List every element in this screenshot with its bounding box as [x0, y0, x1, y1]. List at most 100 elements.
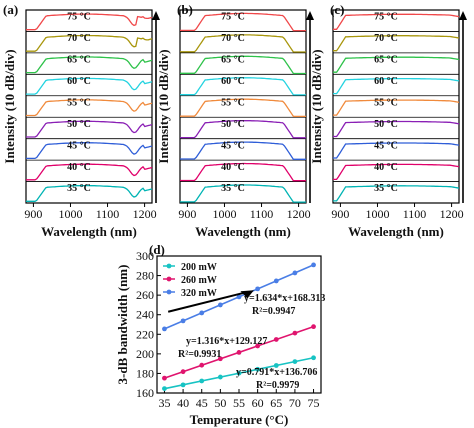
- data-point-260mW: [236, 349, 242, 355]
- spectrum-trace-55C: [180, 98, 306, 118]
- temperature-label: 35 °C: [374, 183, 398, 194]
- y-tick-label: 240: [136, 308, 154, 322]
- temperature-label: 40 °C: [67, 162, 91, 173]
- temperature-label: 60 °C: [67, 76, 91, 87]
- spectrum-trace-50C: [26, 120, 153, 138]
- y-axis-label: 3-dB bandwidth (nm): [115, 265, 130, 385]
- y-axis-label: Intensity (10 dB/div): [2, 49, 17, 163]
- spectra-panels: 35 °C 40 °C 45 °C 50 °C 55 °C 60 °C 65 °C 70 °C…: [2, 9, 467, 239]
- fit-equation: y=1.634*x+168.313: [244, 293, 325, 304]
- spectrum-trace-70C: [180, 34, 306, 53]
- spectrum-panel-c: 35 °C 40 °C 45 °C 50 °C 55 °C 60 °C 65 °C 70 °C…: [309, 9, 467, 239]
- spectrum-trace-35C: [180, 184, 306, 203]
- panel-label-d: (d): [149, 242, 165, 257]
- x-tick-label: 45: [196, 396, 208, 410]
- temperature-label: 45 °C: [374, 140, 398, 151]
- fit-r-squared: R²=0.9979: [256, 380, 299, 391]
- panel-label-a: (a): [3, 2, 18, 17]
- temperature-label: 35 °C: [221, 183, 245, 194]
- spectrum-trace-60C: [26, 77, 153, 95]
- data-point-320mW: [199, 310, 205, 316]
- x-tick-label: 1100: [250, 207, 274, 221]
- temperature-label: 65 °C: [67, 55, 91, 66]
- temperature-label: 60 °C: [374, 76, 398, 87]
- temperature-label: 65 °C: [221, 55, 245, 66]
- bandwidth-panel: 160 180 200 220 240 260 280 300 35 40 45 50 55 60 65 70…: [115, 249, 325, 427]
- data-point-200mW: [273, 363, 279, 368]
- spectrum-trace-50C: [333, 120, 460, 138]
- temperature-label: 50 °C: [374, 119, 398, 130]
- temperature-label: 45 °C: [67, 140, 91, 151]
- spectrum-trace-70C: [333, 35, 460, 52]
- data-point-260mW: [217, 356, 223, 362]
- spectrum-trace-45C: [333, 142, 460, 159]
- y-axis-label: Intensity (10 dB/div): [156, 49, 171, 163]
- data-point-320mW: [162, 326, 167, 332]
- fit-r-squared: R²=0.9947: [252, 306, 295, 317]
- temperature-label: 65 °C: [374, 55, 398, 66]
- data-point-260mW: [162, 375, 167, 381]
- x-axis-label: Wavelength (nm): [41, 224, 137, 239]
- temperature-label: 75 °C: [221, 12, 245, 23]
- spectrum-trace-65C: [333, 56, 460, 73]
- temperature-label: 70 °C: [374, 33, 398, 44]
- plot-frame: [332, 9, 460, 204]
- x-tick-label: 900: [24, 207, 42, 221]
- data-point-200mW: [292, 359, 298, 364]
- temperature-label: 75 °C: [67, 12, 91, 23]
- data-point-320mW: [292, 270, 298, 276]
- plot-frame: [25, 9, 153, 204]
- spectrum-trace-70C: [26, 34, 153, 52]
- temperature-label: 40 °C: [374, 162, 398, 173]
- temperature-label: 60 °C: [221, 76, 245, 87]
- data-point-200mW: [199, 378, 205, 384]
- spectrum-trace-55C: [26, 99, 153, 117]
- temperature-label: 70 °C: [67, 33, 91, 44]
- temperature-label: 40 °C: [221, 162, 245, 173]
- data-point-320mW: [255, 286, 261, 292]
- y-tick-label: 300: [136, 249, 154, 263]
- temperature-increase-arrowhead: [459, 11, 467, 20]
- spectrum-trace-75C: [26, 13, 153, 31]
- spectrum-trace-35C: [26, 184, 153, 202]
- x-tick-label: 1000: [58, 207, 82, 221]
- data-point-320mW: [217, 302, 223, 308]
- x-tick-label: 1000: [365, 207, 389, 221]
- data-point-320mW: [273, 278, 279, 284]
- spectrum-trace-75C: [180, 12, 306, 32]
- legend-label: 260 mW: [181, 275, 217, 286]
- temperature-label: 70 °C: [221, 33, 245, 44]
- temperature-label: 55 °C: [221, 97, 245, 108]
- x-tick-label: 55: [233, 396, 245, 410]
- data-point-200mW: [236, 370, 242, 376]
- spectrum-trace-65C: [180, 55, 306, 75]
- y-tick-label: 200: [136, 347, 154, 361]
- data-point-200mW: [255, 366, 261, 372]
- x-tick-label: 1200: [287, 207, 311, 221]
- y-tick-label: 280: [136, 269, 154, 283]
- x-tick-label: 1200: [440, 207, 464, 221]
- data-point-200mW: [180, 382, 186, 388]
- data-point-260mW: [255, 343, 261, 349]
- spectrum-trace-40C: [180, 162, 306, 182]
- legend-label: 200 mW: [181, 262, 217, 273]
- data-point-260mW: [273, 337, 279, 342]
- y-tick-label: 260: [136, 288, 154, 302]
- x-tick-label: 60: [252, 396, 264, 410]
- fit-r-squared: R²=0.9931: [178, 349, 221, 360]
- x-tick-label: 65: [270, 396, 282, 410]
- x-tick-label: 35: [158, 396, 170, 410]
- spectrum-trace-35C: [333, 185, 460, 202]
- spectrum-trace-60C: [180, 77, 306, 96]
- y-tick-label: 160: [136, 386, 154, 400]
- x-tick-label: 900: [178, 207, 196, 221]
- spectrum-trace-75C: [333, 13, 460, 30]
- temperature-label: 45 °C: [221, 140, 245, 151]
- data-point-200mW: [311, 355, 316, 361]
- x-axis-label: Wavelength (nm): [348, 224, 444, 239]
- spectrum-trace-40C: [333, 163, 460, 181]
- temperature-label: 55 °C: [67, 97, 91, 108]
- x-tick-label: 1100: [403, 207, 427, 221]
- fit-equation: y=1.316*x+129.127: [186, 336, 267, 347]
